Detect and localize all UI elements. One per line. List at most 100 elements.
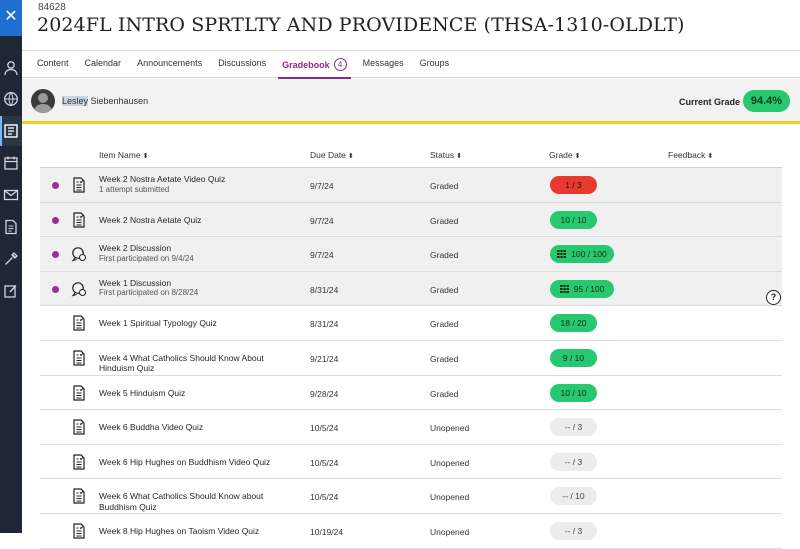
grade-pill[interactable]: -- / 3 xyxy=(550,418,597,437)
student-last-name: Siebenhausen xyxy=(90,96,149,106)
grade-value: 10 / 10 xyxy=(560,214,587,225)
edit-icon[interactable] xyxy=(3,283,19,299)
column-header-feedback-label: Feedback xyxy=(668,150,706,160)
page-title: 2024FL INTRO SPRTLTY AND PROVIDENCE (THS… xyxy=(37,14,685,36)
rubric-icon xyxy=(557,249,571,259)
column-header-item-name-label: Item Name xyxy=(99,150,141,160)
avatar xyxy=(31,89,55,113)
quiz-icon xyxy=(71,350,87,366)
grades-icon[interactable] xyxy=(3,219,19,235)
courses-icon[interactable] xyxy=(3,123,19,139)
item-name[interactable]: Week 6 Buddha Video Quiz xyxy=(99,422,299,433)
item-name[interactable]: Week 2 Nostra Aetate Video Quiz 1 attempt… xyxy=(99,174,299,195)
due-date: 10/5/24 xyxy=(310,423,339,434)
item-name[interactable]: Week 2 Nostra Aetate Quiz xyxy=(99,215,299,226)
table-row[interactable]: Week 6 Buddha Video Quiz 10/5/24 Unopened -… xyxy=(40,410,782,445)
due-date: 9/7/24 xyxy=(310,215,334,226)
due-date: 9/7/24 xyxy=(310,181,334,191)
course-tabs: Content Calendar Announcements Discussio… xyxy=(22,50,800,79)
tab-content[interactable]: Content xyxy=(37,58,69,68)
item-title: Week 2 Nostra Aetate Video Quiz xyxy=(99,174,226,184)
column-header-item-name[interactable]: Item Name ⬍ xyxy=(99,150,148,160)
table-row[interactable]: Week 2 Nostra Aetate Video Quiz 1 attempt… xyxy=(40,168,782,203)
close-icon[interactable]: ✕ xyxy=(0,0,22,36)
item-name[interactable]: Week 6 What Catholics Should Know about … xyxy=(99,491,299,512)
due-date: 10/5/24 xyxy=(310,457,339,468)
tab-groups[interactable]: Groups xyxy=(419,58,450,68)
grade-pill[interactable]: 10 / 10 xyxy=(550,210,597,229)
status-text: Graded xyxy=(430,181,459,191)
grade-pill[interactable]: 1 / 3 xyxy=(550,176,597,194)
item-title: Week 6 Hip Hughes on Buddhism Video Quiz xyxy=(99,456,271,467)
status-text: Unopened xyxy=(430,492,470,503)
status-text: Unopened xyxy=(430,457,470,468)
discussion-icon xyxy=(71,281,87,297)
item-name[interactable]: Week 1 Spiritual Typology Quiz xyxy=(99,318,299,329)
table-row[interactable]: Week 8 Hip Hughes on Taoism Video Quiz 10… xyxy=(40,514,782,549)
sort-icon: ⬍ xyxy=(347,153,354,160)
grade-value: -- / 3 xyxy=(564,525,583,536)
tab-discussions[interactable]: Discussions xyxy=(218,58,267,68)
table-row[interactable]: Week 2 Nostra Aetate Quiz 9/7/24 Graded 10 … xyxy=(40,202,782,238)
table-row[interactable]: Week 2 Discussion First participated on 9… xyxy=(40,237,782,272)
grade-pill[interactable]: -- / 3 xyxy=(550,452,597,471)
item-name[interactable]: Week 8 Hip Hughes on Taoism Video Quiz xyxy=(99,526,299,537)
grade-pill[interactable]: -- / 3 xyxy=(550,521,597,540)
status-text: Unopened xyxy=(430,423,470,434)
course-id: 84628 xyxy=(38,2,66,13)
tab-gradebook[interactable]: Gradebook 4 xyxy=(278,51,351,79)
table-row[interactable]: Week 1 Spiritual Typology Quiz 8/31/24 Gra… xyxy=(40,306,782,341)
table-row[interactable]: Week 1 Discussion First participated on 8… xyxy=(40,271,782,307)
due-date: 9/21/24 xyxy=(310,353,339,364)
grade-value: 100 / 100 xyxy=(571,249,607,260)
due-date: 10/19/24 xyxy=(310,526,344,537)
table-row[interactable]: Week 4 What Catholics Should Know About … xyxy=(40,341,782,376)
item-name[interactable]: Week 2 Discussion First participated on 9… xyxy=(99,243,299,264)
grade-pill[interactable]: 100 / 100 xyxy=(550,245,614,264)
column-header-feedback[interactable]: Feedback ⬍ xyxy=(668,150,713,160)
grade-pill[interactable]: 9 / 10 xyxy=(550,348,597,367)
tab-calendar[interactable]: Calendar xyxy=(84,58,122,68)
tab-messages[interactable]: Messages xyxy=(362,58,404,68)
user-icon[interactable] xyxy=(3,60,19,76)
sort-icon: ⬍ xyxy=(574,153,581,160)
student-name: Lesley Siebenhausen xyxy=(62,96,148,106)
column-header-status[interactable]: Status ⬍ xyxy=(430,150,462,160)
due-date: 9/28/24 xyxy=(310,388,339,399)
mail-icon[interactable] xyxy=(3,187,19,203)
table-row[interactable]: Week 6 What Catholics Should Know about … xyxy=(40,479,782,514)
globe-icon[interactable] xyxy=(3,91,19,107)
quiz-icon xyxy=(71,177,87,193)
item-title: Week 5 Hinduism Quiz xyxy=(99,387,186,398)
sort-icon: ⬍ xyxy=(142,153,149,160)
status-text: Unopened xyxy=(430,526,470,537)
item-name[interactable]: Week 1 Discussion First participated on 8… xyxy=(99,278,299,299)
table-row[interactable]: Week 6 Hip Hughes on Buddhism Video Quiz… xyxy=(40,445,782,480)
item-title: Week 2 Nostra Aetate Quiz xyxy=(99,214,202,225)
status-text: Graded xyxy=(430,353,459,364)
student-first-name: Lesley xyxy=(62,96,89,106)
item-name[interactable]: Week 6 Hip Hughes on Buddhism Video Quiz xyxy=(99,457,299,468)
grade-pill[interactable]: -- / 10 xyxy=(550,487,597,506)
quiz-icon xyxy=(71,419,87,435)
current-grade-badge: 94.4% xyxy=(743,90,790,112)
column-header-due-date[interactable]: Due Date ⬍ xyxy=(310,150,354,160)
table-row[interactable]: Week 5 Hinduism Quiz 9/28/24 Graded 10 / 10 xyxy=(40,376,782,411)
grade-value: -- / 3 xyxy=(564,422,583,433)
calendar-icon[interactable] xyxy=(3,155,19,171)
item-title: Week 2 Discussion xyxy=(99,243,172,254)
item-name[interactable]: Week 4 What Catholics Should Know About … xyxy=(99,353,299,374)
item-name[interactable]: Week 5 Hinduism Quiz xyxy=(99,388,299,399)
item-title: Week 6 What Catholics Should Know about … xyxy=(99,491,264,512)
tab-announcements[interactable]: Announcements xyxy=(137,58,203,68)
student-summary-bar: Lesley Siebenhausen Current Grade 94.4% xyxy=(22,79,800,124)
grade-pill[interactable]: 18 / 20 xyxy=(550,314,597,333)
column-header-grade[interactable]: Grade ⬍ xyxy=(549,150,581,160)
sort-icon: ⬍ xyxy=(707,153,714,160)
new-activity-dot xyxy=(52,216,59,224)
tools-icon[interactable] xyxy=(3,251,19,267)
grade-pill[interactable]: 95 / 100 xyxy=(550,279,614,298)
grade-pill[interactable]: 10 / 10 xyxy=(550,383,597,402)
quiz-icon xyxy=(71,315,87,331)
help-icon[interactable]: ? xyxy=(766,290,781,305)
